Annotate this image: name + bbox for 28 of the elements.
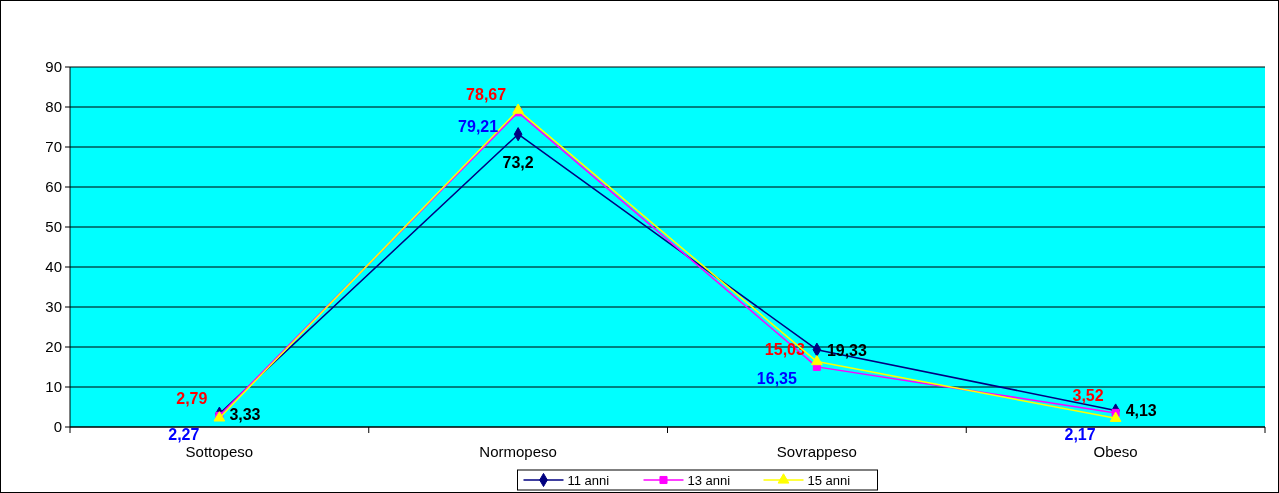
x-tick-label: Obeso	[1093, 443, 1138, 460]
y-tick-label: 70	[45, 138, 62, 155]
y-tick-label: 30	[45, 298, 62, 315]
y-tick-label: 40	[45, 258, 62, 275]
data-label: 3,52	[1072, 386, 1104, 404]
y-tick-label: 60	[45, 178, 62, 195]
y-tick-label: 80	[45, 98, 62, 115]
legend-label: 15 anni	[807, 473, 851, 488]
y-tick-label: 20	[45, 338, 62, 355]
data-label: 79,21	[458, 118, 499, 136]
legend-label: 13 anni	[687, 473, 731, 488]
data-label: 19,33	[826, 341, 868, 359]
data-label: 4,13	[1125, 402, 1157, 420]
data-label: 3,33	[229, 405, 261, 423]
x-tick-label: Sottopeso	[185, 443, 254, 460]
data-label: 78,67	[466, 86, 507, 104]
x-tick-label: Sovrappeso	[776, 443, 857, 460]
data-label: 73,2	[502, 154, 534, 172]
x-tick-label: Normopeso	[479, 443, 557, 460]
y-tick-label: 0	[53, 418, 62, 435]
data-label: 2,27	[168, 425, 200, 443]
y-tick-label: 90	[45, 58, 62, 75]
y-tick-label: 10	[45, 378, 62, 395]
legend-label: 11 anni	[567, 473, 610, 488]
data-label: 16,35	[756, 369, 797, 387]
data-label: 2,17	[1064, 426, 1096, 444]
data-label: 2,79	[176, 389, 208, 407]
y-tick-label: 50	[45, 218, 62, 235]
